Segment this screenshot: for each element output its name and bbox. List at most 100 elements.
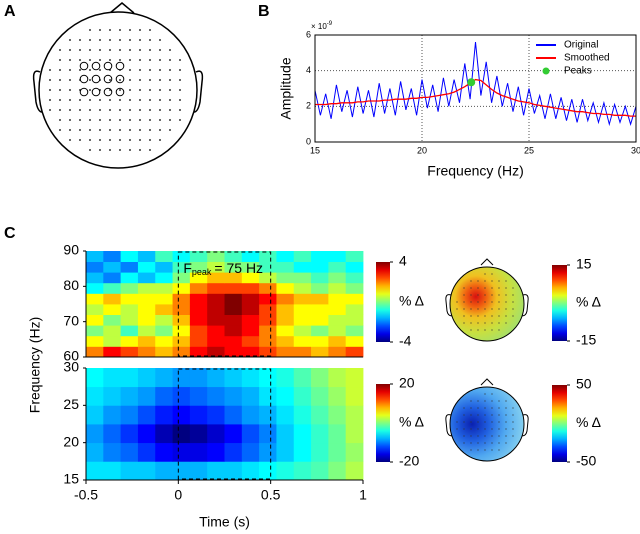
electrode: [505, 435, 507, 437]
electrode: [498, 301, 500, 303]
heatmap-cell: [259, 325, 277, 337]
electrode: [109, 119, 111, 121]
heatmap-cell: [259, 386, 277, 406]
electrode: [463, 442, 465, 444]
heatmap-cell: [224, 405, 243, 425]
heatmap-cell: [259, 314, 277, 326]
electrode: [99, 39, 101, 41]
electrode: [59, 109, 61, 111]
heatmap-cell: [155, 346, 173, 358]
heatmap-cell: [345, 335, 364, 347]
peak-marker: [467, 78, 476, 87]
heatmap-cell: [207, 261, 225, 273]
electrode: [119, 89, 121, 91]
heatmap-cell: [172, 314, 191, 326]
heatmap-cell: [276, 325, 295, 337]
electrode: [456, 308, 458, 310]
electrode: [463, 287, 465, 289]
electrode: [99, 109, 101, 111]
heatmap-cell: [311, 442, 329, 462]
selected-electrode: [91, 61, 101, 71]
electrode: [456, 301, 458, 303]
electrode: [149, 69, 151, 71]
electrode: [456, 428, 458, 430]
multiplier-exponent: -9: [327, 21, 333, 27]
heatmap-cell: [311, 282, 329, 294]
electrode: [477, 329, 479, 331]
electrode: [470, 329, 472, 331]
electrode: [59, 119, 61, 121]
electrode: [491, 322, 493, 324]
heatmap-cell: [120, 325, 139, 337]
heatmap-cell: [103, 461, 122, 481]
electrode: [456, 421, 458, 423]
electrode: [505, 301, 507, 303]
heatmap-cell: [155, 261, 173, 273]
electrode: [470, 322, 472, 324]
heatmap-cell: [137, 405, 156, 425]
electrode: [498, 329, 500, 331]
colorbar-tick-label: 4: [399, 253, 407, 269]
x-axis-label: Time (s): [199, 514, 250, 530]
electrode: [69, 139, 71, 141]
heatmap-cell: [328, 442, 347, 462]
heatmap-cell: [86, 405, 104, 425]
electrode: [477, 400, 479, 402]
colorbar-tick-label: -50: [576, 453, 596, 469]
electrode: [139, 39, 141, 41]
electrode: [498, 287, 500, 289]
electrode: [119, 119, 121, 121]
electrode: [179, 109, 181, 111]
electrode: [119, 149, 121, 151]
heatmap-cell: [207, 461, 225, 481]
heatmap-cell: [120, 293, 139, 305]
heatmap-cell: [189, 293, 208, 305]
heatmap-cell: [276, 442, 295, 462]
heatmap-cell: [86, 346, 104, 358]
electrode: [484, 308, 486, 310]
electrode: [463, 428, 465, 430]
electrode: [491, 315, 493, 317]
electrode: [159, 59, 161, 61]
heatmap-cell: [328, 461, 347, 481]
heatmap-cell: [103, 251, 122, 262]
colorbar-tick-label: 50: [576, 376, 592, 392]
selected-electrode: [103, 61, 113, 71]
heatmap-cell: [345, 261, 364, 273]
electrode: [491, 449, 493, 451]
heatmap-cell: [241, 251, 260, 262]
electrode: [89, 69, 91, 71]
heatmap-cell: [172, 282, 191, 294]
electrode: [149, 29, 151, 31]
heatmap-cell: [241, 368, 260, 388]
electrode: [139, 59, 141, 61]
topomap-head: [445, 258, 529, 342]
heatmap-cell: [241, 293, 260, 305]
heatmap-cell: [137, 442, 156, 462]
heatmap-cell: [293, 405, 312, 425]
electrode: [79, 129, 81, 131]
electrode: [477, 287, 479, 289]
electrode: [477, 280, 479, 282]
electrode: [491, 393, 493, 395]
legend-label: Original: [564, 40, 598, 51]
heatmap-cell: [120, 386, 139, 406]
electrode: [470, 308, 472, 310]
y-tick-label: 30: [63, 359, 79, 375]
electrode: [491, 421, 493, 423]
heatmap-cell: [189, 325, 208, 337]
heatmap-cell: [276, 346, 295, 358]
electrode: [505, 442, 507, 444]
heatmap-cell: [155, 461, 173, 481]
heatmap-cell: [328, 424, 347, 444]
heatmap-cell: [189, 251, 208, 262]
electrode: [129, 69, 131, 71]
electrode: [470, 400, 472, 402]
electrode: [470, 435, 472, 437]
heatmap-cell: [293, 442, 312, 462]
electrode: [169, 79, 171, 81]
electrode: [89, 89, 91, 91]
selected-electrode: [91, 87, 101, 97]
electrode: [109, 99, 111, 101]
heatmap-cell: [259, 442, 277, 462]
